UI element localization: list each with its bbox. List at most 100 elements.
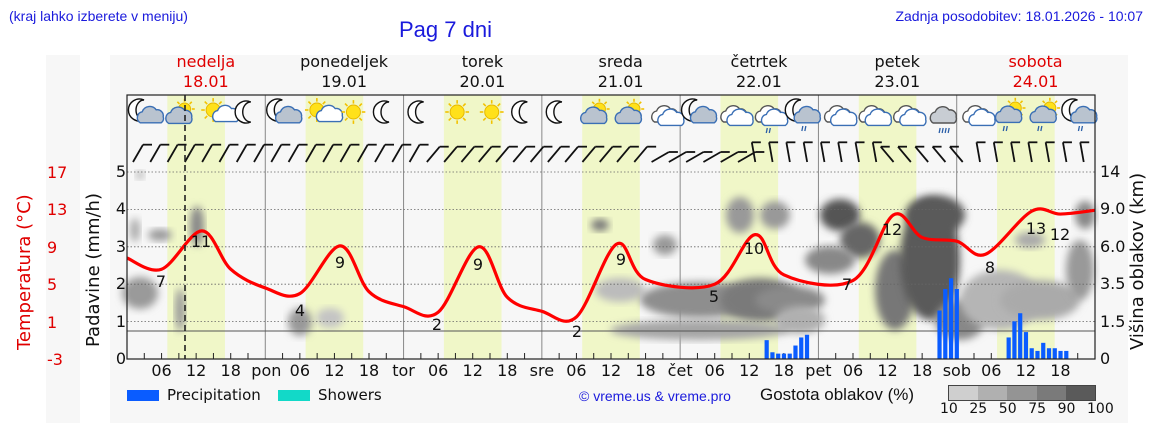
cloud-height-tick: 0 bbox=[1100, 349, 1111, 368]
day-header: torek 20.01 bbox=[412, 52, 552, 92]
svg-text:9: 9 bbox=[616, 250, 626, 269]
day-name: sobota bbox=[1008, 52, 1063, 71]
svg-text:7: 7 bbox=[156, 272, 166, 291]
precip-tick: 5 bbox=[115, 162, 126, 181]
day-date: 23.01 bbox=[874, 72, 921, 91]
svg-text:5: 5 bbox=[709, 287, 719, 306]
density-tick: 50 bbox=[998, 401, 1017, 417]
svg-text:4: 4 bbox=[295, 301, 305, 320]
svg-text:12: 12 bbox=[882, 220, 902, 239]
time-tick: tor bbox=[392, 361, 415, 380]
density-tick: 100 bbox=[1087, 401, 1114, 417]
precip-tick: 2 bbox=[115, 274, 126, 294]
time-tick: pet bbox=[805, 361, 832, 380]
day-header: ponedeljek 19.01 bbox=[274, 52, 414, 92]
last-update: Zadnja posodobitev: 18.01.2026 - 10:07 bbox=[895, 8, 1143, 24]
day-date: 21.01 bbox=[597, 72, 644, 91]
day-name: sreda bbox=[598, 52, 643, 71]
wind-barbs bbox=[132, 141, 1090, 163]
density-tick: 75 bbox=[1028, 401, 1047, 417]
time-tick: 12 bbox=[324, 361, 345, 380]
density-swatch bbox=[949, 386, 979, 400]
precip-tick: 4 bbox=[115, 199, 126, 219]
day-date: 24.01 bbox=[1012, 72, 1059, 91]
precipitation-bars bbox=[764, 278, 1069, 359]
day-header: petek 23.01 bbox=[827, 52, 967, 92]
svg-text:10: 10 bbox=[744, 239, 764, 258]
showers-legend-label: Showers bbox=[318, 386, 382, 404]
time-tick: sre bbox=[529, 361, 555, 380]
cloud-density-layer bbox=[122, 171, 1095, 340]
time-tick: 06 bbox=[981, 361, 1002, 380]
time-tick: 12 bbox=[877, 361, 898, 380]
svg-text:2: 2 bbox=[572, 322, 582, 341]
time-tick: 12 bbox=[185, 361, 207, 380]
time-tick: 18 bbox=[220, 361, 241, 380]
time-tick: 12 bbox=[739, 361, 760, 380]
time-tick: 12 bbox=[600, 361, 622, 380]
svg-text:13: 13 bbox=[1026, 219, 1046, 238]
cloud-height-tick: 3.5 bbox=[1100, 274, 1126, 294]
precip-axis-title: Padavine (mm/h) bbox=[83, 193, 104, 347]
temp-tick: 5 bbox=[47, 275, 58, 295]
location-hint-link[interactable]: (kraj lahko izberete v meniju) bbox=[9, 8, 188, 24]
temp-tick: 9 bbox=[47, 237, 58, 257]
density-swatch bbox=[1036, 386, 1066, 400]
time-tick: 18 bbox=[1050, 361, 1071, 380]
temp-tick: 13 bbox=[47, 200, 68, 220]
precip-tick: 0 bbox=[115, 349, 126, 368]
time-tick: 18 bbox=[635, 361, 656, 380]
day-name: torek bbox=[461, 52, 504, 71]
time-tick: 06 bbox=[566, 361, 587, 380]
precip-tick: 1 bbox=[115, 311, 126, 331]
day-header: sobota 24.01 bbox=[966, 52, 1106, 92]
cloud-height-tick: 14 bbox=[1100, 162, 1121, 181]
time-tick: 06 bbox=[704, 361, 725, 380]
density-swatch bbox=[978, 386, 1008, 400]
density-swatch bbox=[1065, 386, 1096, 400]
cloud-height-axis-title: Višina oblakov (km) bbox=[1127, 172, 1148, 350]
time-tick: 18 bbox=[358, 361, 380, 380]
cloud-height-tick: 1.5 bbox=[1100, 311, 1126, 331]
density-tick: 25 bbox=[969, 401, 988, 417]
temp-tick: 1 bbox=[47, 312, 58, 332]
page-title: Pag 7 dni bbox=[399, 17, 492, 42]
time-tick: 18 bbox=[773, 361, 795, 380]
day-header: nedelja 18.01 bbox=[136, 52, 276, 92]
svg-text:11: 11 bbox=[191, 232, 211, 251]
svg-text:9: 9 bbox=[473, 255, 483, 274]
density-tick: 90 bbox=[1057, 401, 1076, 417]
cloud-density-title: Gostota oblakov (%) bbox=[760, 385, 915, 404]
time-tick: 06 bbox=[289, 361, 311, 380]
temp-axis-title: Temperatura (°C) bbox=[14, 194, 35, 350]
day-name: ponedeljek bbox=[300, 52, 389, 71]
day-date: 18.01 bbox=[182, 72, 229, 91]
precip-tick: 3 bbox=[115, 236, 126, 256]
temp-axis-panel bbox=[46, 55, 80, 423]
time-tick: 06 bbox=[427, 361, 449, 380]
time-tick: 18 bbox=[911, 361, 933, 380]
svg-text:8: 8 bbox=[985, 258, 995, 277]
cloud-density-scale bbox=[948, 385, 1096, 401]
day-header: sreda 21.01 bbox=[551, 52, 691, 92]
time-tick: 18 bbox=[497, 361, 518, 380]
time-tick: čet bbox=[667, 361, 693, 380]
temp-tick: -3 bbox=[47, 350, 63, 369]
cloud-height-tick: 9.0 bbox=[1100, 199, 1126, 219]
day-date: 22.01 bbox=[736, 72, 782, 91]
density-tick: 10 bbox=[940, 401, 958, 417]
svg-text:2: 2 bbox=[432, 315, 442, 334]
showers-swatch bbox=[278, 390, 310, 401]
day-name: nedelja bbox=[176, 52, 236, 71]
precipitation-swatch bbox=[127, 390, 159, 401]
time-tick: 06 bbox=[842, 361, 864, 380]
time-tick: pon bbox=[251, 361, 282, 380]
copyright-link[interactable]: © vreme.us & vreme.pro bbox=[579, 388, 731, 404]
time-tick: 12 bbox=[462, 361, 483, 380]
precipitation-legend-label: Precipitation bbox=[167, 386, 261, 404]
cloud-height-tick: 6.0 bbox=[1100, 236, 1126, 256]
svg-text:9: 9 bbox=[335, 253, 345, 272]
svg-text:12: 12 bbox=[1050, 225, 1070, 244]
